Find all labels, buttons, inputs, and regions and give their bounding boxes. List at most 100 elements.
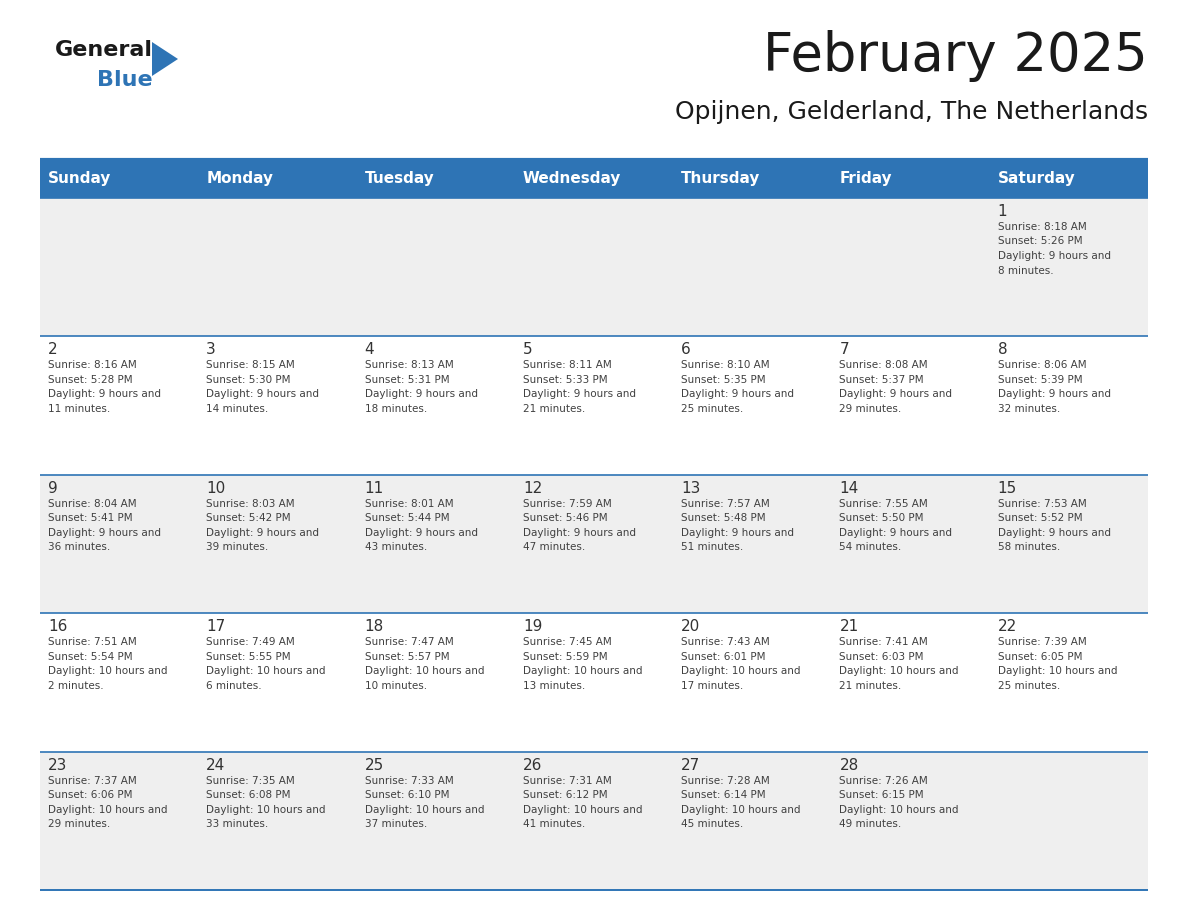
Bar [514,613,674,752]
Bar [356,475,514,613]
Text: Sunset: 5:33 PM: Sunset: 5:33 PM [523,375,607,385]
Text: Tuesday: Tuesday [365,172,435,186]
Text: February 2025: February 2025 [763,30,1148,82]
Text: 39 minutes.: 39 minutes. [207,543,268,553]
Text: Sunrise: 8:06 AM: Sunrise: 8:06 AM [998,361,1086,370]
Text: Sunset: 5:59 PM: Sunset: 5:59 PM [523,652,607,662]
Text: 23: 23 [48,757,68,773]
Text: Daylight: 9 hours and: Daylight: 9 hours and [48,528,162,538]
Text: Daylight: 9 hours and: Daylight: 9 hours and [840,389,953,399]
Text: Daylight: 10 hours and: Daylight: 10 hours and [48,804,168,814]
Text: Daylight: 9 hours and: Daylight: 9 hours and [523,389,636,399]
Text: 21 minutes.: 21 minutes. [523,404,586,414]
Text: Sunday: Sunday [48,172,112,186]
Text: Saturday: Saturday [998,172,1075,186]
Text: Sunrise: 7:49 AM: Sunrise: 7:49 AM [207,637,295,647]
Text: 1: 1 [998,204,1007,219]
Text: Sunset: 6:06 PM: Sunset: 6:06 PM [48,790,133,800]
Text: 27: 27 [681,757,701,773]
Text: Daylight: 10 hours and: Daylight: 10 hours and [523,804,643,814]
Bar [356,613,514,752]
Text: Sunset: 5:28 PM: Sunset: 5:28 PM [48,375,133,385]
Text: 15: 15 [998,481,1017,496]
Text: Sunrise: 7:26 AM: Sunrise: 7:26 AM [840,776,928,786]
Bar [356,160,514,198]
Text: Sunset: 5:52 PM: Sunset: 5:52 PM [998,513,1082,523]
Text: Opijnen, Gelderland, The Netherlands: Opijnen, Gelderland, The Netherlands [675,100,1148,124]
Text: Sunrise: 8:15 AM: Sunrise: 8:15 AM [207,361,295,370]
Text: Sunrise: 7:41 AM: Sunrise: 7:41 AM [840,637,928,647]
Text: 25 minutes.: 25 minutes. [681,404,744,414]
Bar [356,336,514,475]
Text: Sunrise: 7:53 AM: Sunrise: 7:53 AM [998,498,1087,509]
Bar [990,475,1148,613]
Text: Sunset: 5:48 PM: Sunset: 5:48 PM [681,513,766,523]
Text: Daylight: 9 hours and: Daylight: 9 hours and [840,528,953,538]
Text: 11: 11 [365,481,384,496]
Text: 37 minutes.: 37 minutes. [365,819,426,829]
Text: 12: 12 [523,481,542,496]
Text: 11 minutes.: 11 minutes. [48,404,110,414]
Text: 17 minutes.: 17 minutes. [681,681,744,690]
Text: 7: 7 [840,342,849,357]
Text: Sunset: 5:46 PM: Sunset: 5:46 PM [523,513,607,523]
Text: Sunset: 6:10 PM: Sunset: 6:10 PM [365,790,449,800]
Text: 47 minutes.: 47 minutes. [523,543,586,553]
Polygon shape [152,42,178,76]
Text: 16: 16 [48,620,68,634]
Bar [990,198,1148,336]
Text: Sunset: 5:42 PM: Sunset: 5:42 PM [207,513,291,523]
Text: Thursday: Thursday [681,172,760,186]
Text: 4: 4 [365,342,374,357]
Bar [674,475,832,613]
Bar [990,160,1148,198]
Text: Daylight: 9 hours and: Daylight: 9 hours and [207,528,320,538]
Text: Sunset: 5:35 PM: Sunset: 5:35 PM [681,375,766,385]
Text: 26: 26 [523,757,542,773]
Text: Sunrise: 7:35 AM: Sunrise: 7:35 AM [207,776,295,786]
Text: Daylight: 10 hours and: Daylight: 10 hours and [840,804,959,814]
Text: 10: 10 [207,481,226,496]
Bar [674,160,832,198]
Text: Sunrise: 7:45 AM: Sunrise: 7:45 AM [523,637,612,647]
Bar [40,160,198,198]
Bar [40,336,198,475]
Bar [198,752,356,890]
Text: Sunset: 5:57 PM: Sunset: 5:57 PM [365,652,449,662]
Text: Daylight: 10 hours and: Daylight: 10 hours and [681,804,801,814]
Text: Sunset: 5:39 PM: Sunset: 5:39 PM [998,375,1082,385]
Text: Sunset: 6:03 PM: Sunset: 6:03 PM [840,652,924,662]
Text: Daylight: 9 hours and: Daylight: 9 hours and [48,389,162,399]
Text: Sunrise: 7:31 AM: Sunrise: 7:31 AM [523,776,612,786]
Text: 29 minutes.: 29 minutes. [48,819,110,829]
Text: Sunrise: 8:16 AM: Sunrise: 8:16 AM [48,361,137,370]
Bar [514,160,674,198]
Bar [832,198,990,336]
Text: Daylight: 10 hours and: Daylight: 10 hours and [365,666,484,677]
Bar [990,336,1148,475]
Text: Daylight: 9 hours and: Daylight: 9 hours and [365,528,478,538]
Text: Daylight: 9 hours and: Daylight: 9 hours and [998,528,1111,538]
Text: 14: 14 [840,481,859,496]
Text: 58 minutes.: 58 minutes. [998,543,1060,553]
Text: Sunset: 5:26 PM: Sunset: 5:26 PM [998,237,1082,247]
Text: Daylight: 9 hours and: Daylight: 9 hours and [523,528,636,538]
Text: Sunrise: 7:55 AM: Sunrise: 7:55 AM [840,498,928,509]
Text: Sunset: 5:30 PM: Sunset: 5:30 PM [207,375,291,385]
Text: Daylight: 10 hours and: Daylight: 10 hours and [840,666,959,677]
Text: 2 minutes.: 2 minutes. [48,681,103,690]
Text: 25 minutes.: 25 minutes. [998,681,1060,690]
Text: 10 minutes.: 10 minutes. [365,681,426,690]
Text: 17: 17 [207,620,226,634]
Text: Sunrise: 8:13 AM: Sunrise: 8:13 AM [365,361,454,370]
Text: 21 minutes.: 21 minutes. [840,681,902,690]
Text: Sunrise: 8:11 AM: Sunrise: 8:11 AM [523,361,612,370]
Bar [514,198,674,336]
Bar [674,336,832,475]
Bar [198,475,356,613]
Bar [514,475,674,613]
Text: Daylight: 10 hours and: Daylight: 10 hours and [365,804,484,814]
Text: Blue: Blue [97,70,152,90]
Text: Daylight: 10 hours and: Daylight: 10 hours and [207,666,326,677]
Text: Sunrise: 8:18 AM: Sunrise: 8:18 AM [998,222,1087,232]
